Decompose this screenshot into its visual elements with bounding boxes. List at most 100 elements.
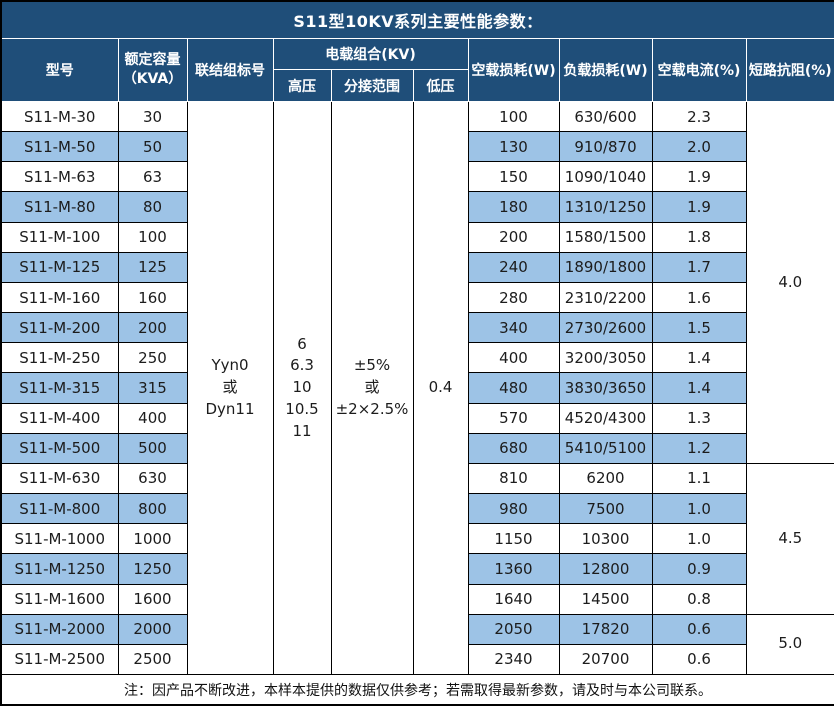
load-loss-cell: 12800	[558, 553, 653, 585]
footer-row: 注：因产品不断改进，本样本提供的数据仅供参考；若需取得最新参数，请及时与本公司联…	[0, 674, 834, 706]
no-load-loss-cell: 810	[467, 462, 560, 495]
load-loss-cell: 1090/1040	[558, 161, 653, 193]
no-load-current-cell: 0.6	[651, 643, 747, 676]
model-cell: S11-M-315	[0, 372, 119, 404]
no-load-current-cell: 1.1	[651, 462, 747, 495]
impedance-cell: 4.5	[745, 462, 834, 615]
capacity-cell: 125	[117, 251, 188, 283]
no-load-loss-cell: 680	[467, 432, 560, 464]
capacity-cell: 2500	[117, 643, 188, 676]
load-loss-cell: 630/600	[558, 100, 653, 133]
load-loss-cell: 3830/3650	[558, 372, 653, 404]
capacity-cell: 2000	[117, 613, 188, 645]
no-load-loss-cell: 480	[467, 372, 560, 404]
model-cell: S11-M-200	[0, 312, 119, 344]
capacity-cell: 50	[117, 131, 188, 163]
no-load-current-cell: 1.6	[651, 281, 747, 314]
footer-note: 注：因产品不断改进，本样本提供的数据仅供参考；若需取得最新参数，请及时与本公司联…	[0, 674, 834, 706]
col-header-no-load-current: 空载电流(%)	[651, 38, 747, 102]
col-header-lv: 低压	[412, 69, 469, 102]
load-loss-cell: 1890/1800	[558, 251, 653, 283]
table-body: S11-M-30 30 Yyn0 或 Dyn11 6 6.3 10 10.5 11 ±5…	[0, 100, 834, 676]
no-load-current-cell: 1.9	[651, 161, 747, 193]
no-load-loss-cell: 180	[467, 191, 560, 223]
no-load-current-cell: 0.9	[651, 553, 747, 585]
no-load-current-cell: 1.7	[651, 251, 747, 283]
impedance-cell: 4.0	[745, 101, 834, 464]
table-row: S11-M-400 400 570 4520/4300 1.3	[0, 402, 834, 434]
no-load-loss-cell: 340	[467, 312, 560, 344]
model-cell: S11-M-1600	[0, 583, 119, 615]
table-row: S11-M-2000 2000 2050 17820 0.6 5.0	[0, 613, 834, 676]
title-row: S11型10KV系列主要性能参数：	[0, 0, 834, 39]
capacity-cell: 1250	[117, 553, 188, 585]
col-header-vector-group: 联结组标号	[186, 38, 274, 102]
load-loss-cell: 17820	[558, 613, 653, 645]
capacity-cell: 63	[117, 161, 188, 193]
model-cell: S11-M-500	[0, 432, 119, 464]
no-load-current-cell: 1.8	[651, 221, 747, 253]
load-loss-cell: 7500	[558, 493, 653, 525]
table-row: S11-M-125 125 240 1890/1800 1.7	[0, 251, 834, 283]
no-load-loss-cell: 570	[467, 402, 560, 434]
no-load-loss-cell: 280	[467, 281, 560, 314]
no-load-current-cell: 1.9	[651, 191, 747, 223]
load-loss-cell: 4520/4300	[558, 402, 653, 434]
no-load-loss-cell: 2340	[467, 643, 560, 676]
no-load-loss-cell: 130	[467, 131, 560, 163]
model-cell: S11-M-125	[0, 251, 119, 283]
model-cell: S11-M-50	[0, 131, 119, 163]
capacity-cell: 1000	[117, 523, 188, 555]
model-cell: S11-M-160	[0, 281, 119, 314]
vector-group-cell: Yyn0 或 Dyn11	[186, 101, 274, 675]
load-loss-cell: 2310/2200	[558, 281, 653, 314]
model-cell: S11-M-100	[0, 221, 119, 253]
capacity-cell: 315	[117, 372, 188, 404]
load-loss-cell: 6200	[558, 462, 653, 495]
no-load-loss-cell: 400	[467, 342, 560, 374]
no-load-loss-cell: 2050	[467, 613, 560, 645]
no-load-loss-cell: 150	[467, 161, 560, 193]
no-load-current-cell: 1.0	[651, 523, 747, 555]
col-header-load-combination: 电载组合(KV)	[272, 38, 469, 70]
capacity-cell: 500	[117, 432, 188, 464]
col-header-hv: 高压	[272, 69, 332, 102]
load-loss-cell: 1310/1250	[558, 191, 653, 223]
no-load-loss-cell: 1360	[467, 553, 560, 585]
load-loss-cell: 14500	[558, 583, 653, 615]
table-row: S11-M-200 200 340 2730/2600 1.5	[0, 312, 834, 344]
table-row: S11-M-50 50 130 910/870 2.0	[0, 131, 834, 163]
no-load-current-cell: 0.6	[651, 613, 747, 645]
capacity-cell: 100	[117, 221, 188, 253]
load-loss-cell: 3200/3050	[558, 342, 653, 374]
no-load-loss-cell: 100	[467, 100, 560, 133]
no-load-current-cell: 1.4	[651, 342, 747, 374]
load-loss-cell: 1580/1500	[558, 221, 653, 253]
model-cell: S11-M-1000	[0, 523, 119, 555]
model-cell: S11-M-800	[0, 493, 119, 525]
table-row: S11-M-30 30 Yyn0 或 Dyn11 6 6.3 10 10.5 11 ±5…	[0, 100, 834, 675]
page-title: S11型10KV系列主要性能参数：	[0, 0, 834, 39]
load-loss-cell: 910/870	[558, 131, 653, 163]
capacity-cell: 200	[117, 312, 188, 344]
impedance-cell: 5.0	[745, 613, 834, 676]
table-row: S11-M-630 630 810 6200 1.1 4.5	[0, 462, 834, 615]
capacity-cell: 630	[117, 462, 188, 495]
model-cell: S11-M-630	[0, 462, 119, 495]
capacity-cell: 800	[117, 493, 188, 525]
table-row: S11-M-100 100 200 1580/1500 1.8	[0, 221, 834, 253]
no-load-current-cell: 1.2	[651, 432, 747, 464]
hv-cell: 6 6.3 10 10.5 11	[272, 101, 332, 675]
col-header-impedance: 短路抗阻(%)	[745, 38, 834, 102]
load-loss-cell: 5410/5100	[558, 432, 653, 464]
no-load-loss-cell: 200	[467, 221, 560, 253]
capacity-cell: 400	[117, 402, 188, 434]
no-load-loss-cell: 240	[467, 251, 560, 283]
table-row: S11-M-1600 1600 1640 14500 0.8	[0, 583, 834, 615]
tap-range-cell: ±5% 或 ±2×2.5%	[330, 101, 414, 675]
no-load-current-cell: 1.0	[651, 493, 747, 525]
table-row: S11-M-800 800 980 7500 1.0	[0, 493, 834, 525]
table-row: S11-M-1250 1250 1360 12800 0.9	[0, 553, 834, 585]
